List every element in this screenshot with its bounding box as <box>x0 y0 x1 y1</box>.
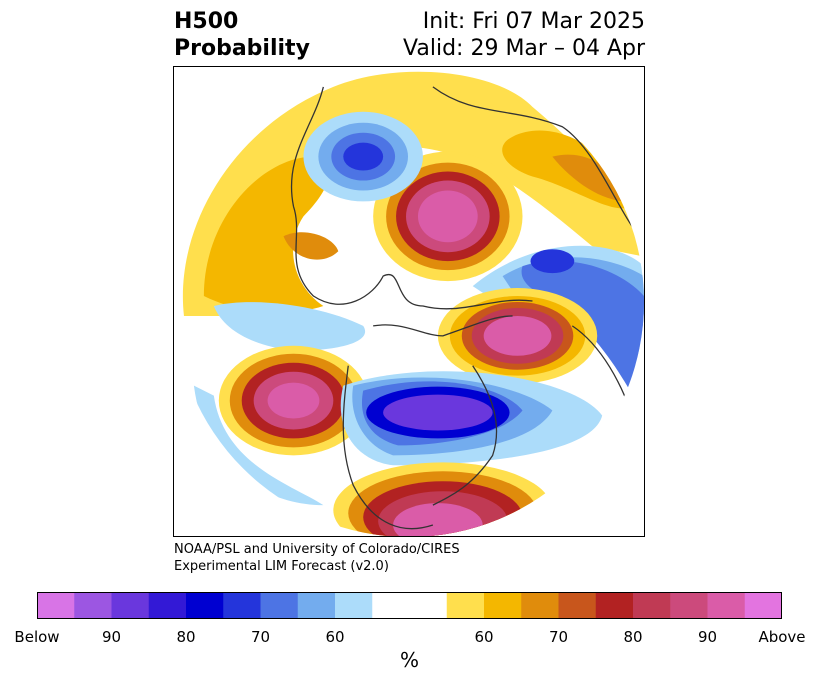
colorbar-tick-label: 80 <box>176 628 196 646</box>
valid-period: Valid: 29 Mar – 04 Apr <box>403 36 645 61</box>
chart-title: H500 Probability <box>174 8 310 62</box>
title-quantity: Probability <box>174 36 310 61</box>
colorbar-segment <box>558 592 597 619</box>
colorbar-segment <box>74 592 112 619</box>
colorbar-tick-label: Above <box>758 628 806 646</box>
colorbar-segment <box>670 592 708 619</box>
colorbar-segment <box>186 592 224 619</box>
colorbar-segment <box>148 592 187 619</box>
above-anomaly-north-pacific <box>218 345 369 456</box>
colorbar-tick-label: Below <box>14 628 60 646</box>
below-anomaly-central-canada <box>303 111 423 202</box>
above-band-east-core <box>552 154 628 202</box>
colorbar-segment <box>409 592 448 619</box>
colorbar-segment <box>111 592 150 619</box>
colorbar-tick-label: 70 <box>548 628 569 646</box>
colorbar-tick-label: 80 <box>623 628 643 646</box>
credit: NOAA/PSL and University of Colorado/CIRE… <box>174 541 460 575</box>
colorbar-tick-label: 90 <box>101 628 122 646</box>
title-variable: H500 <box>174 9 239 34</box>
colorbar-tick-label: 90 <box>697 628 718 646</box>
above-anomaly-north-atlantic <box>437 288 598 384</box>
below-anomaly-north-america <box>340 371 603 466</box>
colorbar-tick-label: 70 <box>250 628 271 646</box>
colorbar-segment <box>446 592 485 619</box>
colorbar-segment <box>372 592 410 619</box>
colorbar-segment <box>37 592 75 619</box>
colorbar-segment <box>335 592 373 619</box>
colorbar-segment <box>484 592 522 619</box>
above-band-north-inner <box>203 156 329 313</box>
colorbar-segment <box>707 592 746 619</box>
polar-map <box>173 66 645 537</box>
colorbar-segment <box>223 592 261 619</box>
colorbar <box>37 592 782 619</box>
colorbar-ticks: Below 90 80 70 60 60 70 80 90 Above <box>0 628 819 648</box>
above-small-west <box>283 232 339 260</box>
colorbar-border <box>37 592 782 619</box>
above-anomaly-eastern-siberia <box>373 151 523 282</box>
colorbar-segment <box>633 592 671 619</box>
colorbar-tick-label: 60 <box>325 628 345 646</box>
forecast-dates: Init: Fri 07 Mar 2025 Valid: 29 Mar – 04… <box>403 8 645 62</box>
colorbar-segment <box>297 592 336 619</box>
colorbar-segment <box>260 592 299 619</box>
below-band-west <box>213 302 366 351</box>
credit-line-2: Experimental LIM Forecast (v2.0) <box>174 559 389 574</box>
init-date: Init: Fri 07 Mar 2025 <box>422 9 645 34</box>
probability-map-svg <box>174 67 644 536</box>
colorbar-segment <box>521 592 559 619</box>
coastlines <box>290 86 633 530</box>
colorbar-segment <box>595 592 634 619</box>
colorbar-tick-label: 60 <box>474 628 494 646</box>
colorbar-segment <box>744 592 782 619</box>
colorbar-unit: % <box>399 648 419 672</box>
credit-line-1: NOAA/PSL and University of Colorado/CIRE… <box>174 542 460 557</box>
